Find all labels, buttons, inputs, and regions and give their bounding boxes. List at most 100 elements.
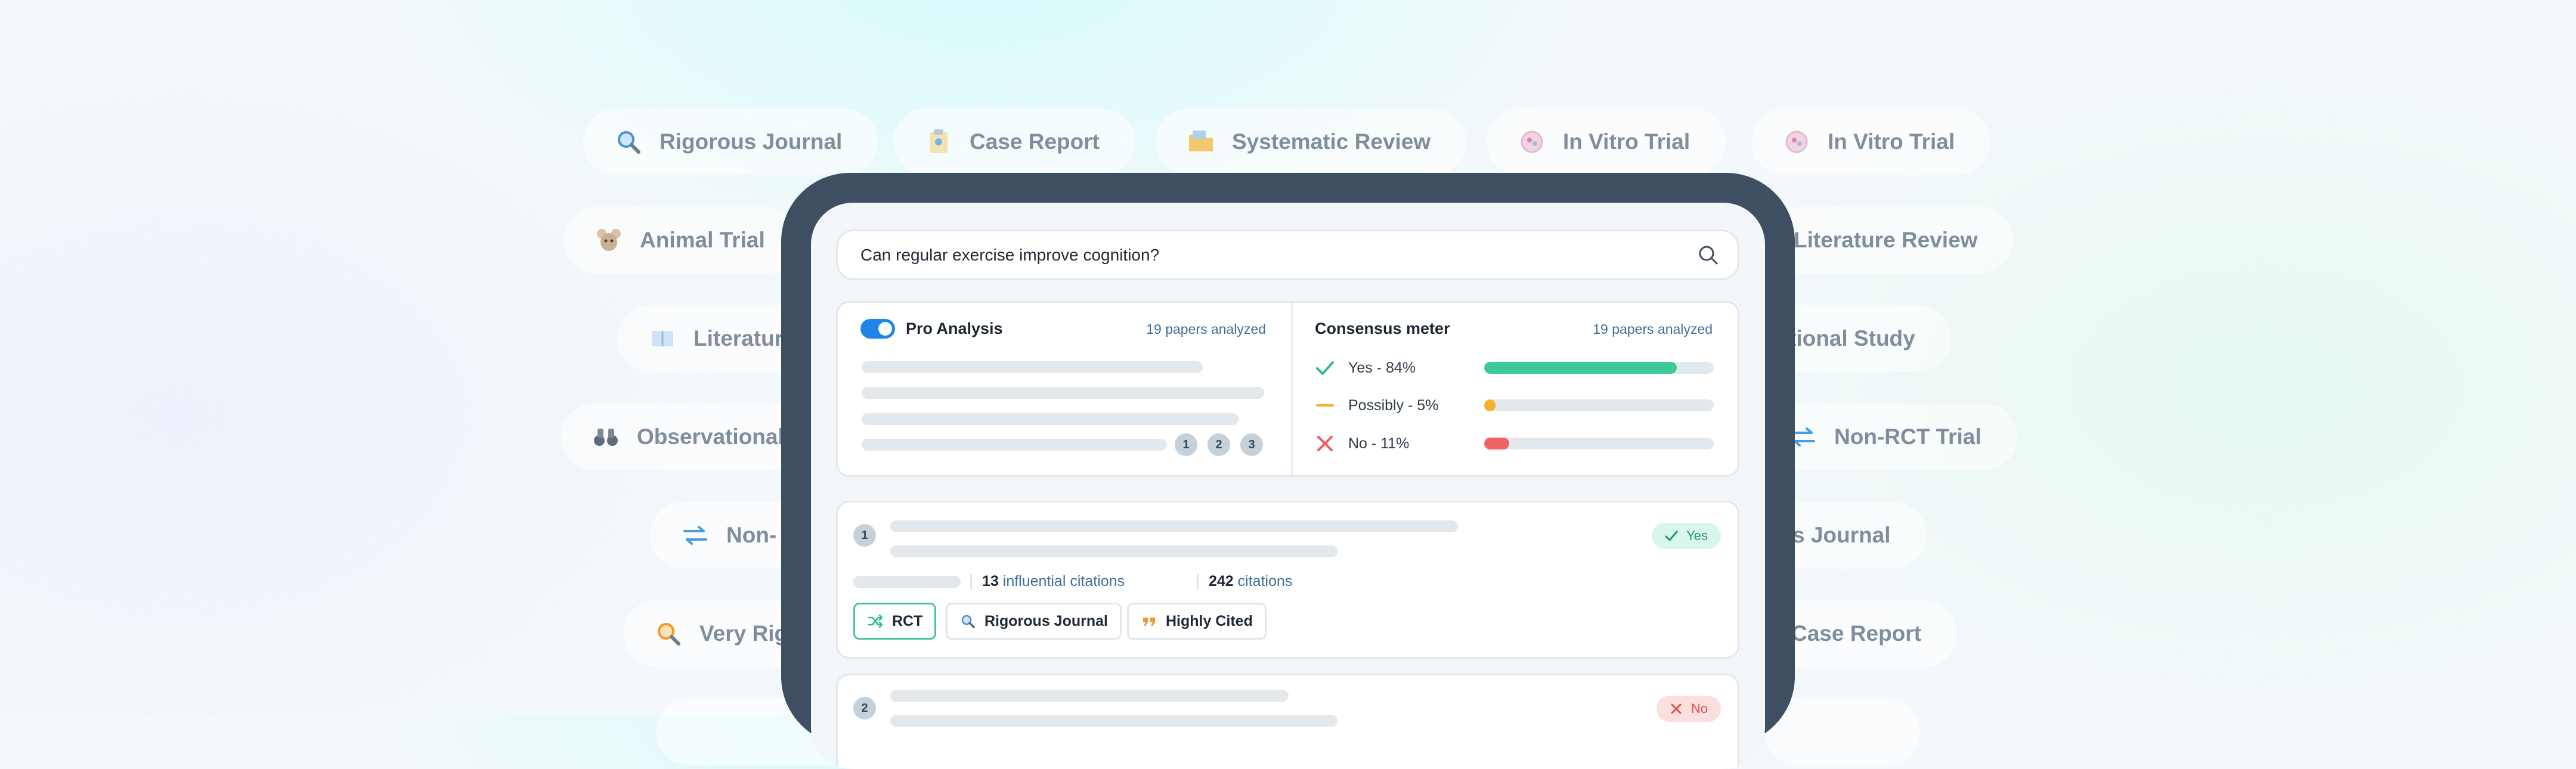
chip-label: Animal Trial — [640, 228, 765, 252]
mouse-icon — [595, 226, 623, 255]
bg-chip-animal-trial: Animal Trial — [564, 207, 801, 274]
skeleton-line — [890, 545, 1337, 557]
bg-chip-case-report-2: Case Report — [1765, 600, 1957, 667]
consensus-label: Yes - 84% — [1348, 359, 1416, 376]
result-index: 1 — [853, 524, 876, 547]
chip-label: In Vitro Trial — [1828, 129, 1955, 154]
binoculars-icon — [592, 423, 620, 451]
chip-label: Non-RCT Trial — [1834, 424, 1981, 449]
consensus-bar — [1484, 362, 1714, 374]
shuffle-icon — [868, 614, 883, 628]
pro-analysis-papers-count: 19 papers analyzed — [1146, 321, 1266, 337]
petri-dish-icon — [1782, 128, 1811, 156]
consensus-row-possibly: Possibly - 5% — [1315, 393, 1714, 417]
citations: 242 citations — [1209, 573, 1292, 590]
consensus-papers-count: 19 papers analyzed — [1593, 321, 1713, 337]
skeleton-line — [862, 361, 1203, 373]
book-icon — [648, 324, 677, 353]
magnifier-icon — [961, 615, 975, 628]
bg-chip-systematic-review: Systematic Review — [1156, 108, 1467, 175]
chip-label: Non- — [726, 523, 777, 547]
check-icon — [1665, 531, 1678, 541]
consensus-bar — [1484, 399, 1714, 411]
divider — [1197, 574, 1199, 590]
magnifier-icon — [614, 128, 643, 156]
search-bar[interactable]: Can regular exercise improve cognition? — [836, 230, 1739, 280]
pro-analysis-toggle[interactable] — [860, 319, 895, 339]
reference-badge-1[interactable]: 1 — [1175, 433, 1197, 456]
influential-count: 13 — [982, 573, 999, 590]
chip-label: Observational — [637, 424, 784, 449]
arrows-icon — [1789, 423, 1818, 451]
chip-label: s Journal — [1792, 523, 1891, 547]
skeleton-line — [890, 520, 1458, 532]
consensus-row-yes: Yes - 84% — [1315, 356, 1714, 380]
pro-analysis-title: Pro Analysis — [906, 320, 1003, 337]
chip-label: Case Report — [970, 129, 1100, 154]
reference-badge-3[interactable]: 3 — [1240, 433, 1263, 456]
result-card[interactable]: 1 Yes 13 influential citations 242 citat… — [836, 501, 1739, 659]
bg-chip-literature-review: Literature Review — [1765, 207, 2014, 274]
skeleton-line — [853, 576, 961, 588]
skeleton-line — [862, 387, 1264, 399]
pro-analysis-section: Pro Analysis 19 papers analyzed 1 2 3 — [838, 303, 1293, 475]
search-icon[interactable] — [1697, 244, 1720, 266]
quote-icon — [1143, 618, 1155, 626]
bg-chip-case-report: Case Report — [893, 108, 1135, 175]
tag-rigorous-journal[interactable]: Rigorous Journal — [946, 603, 1122, 640]
bg-chip-in-vitro-trial: In Vitro Trial — [1487, 108, 1726, 175]
chip-label: Systematic Review — [1232, 129, 1431, 154]
bg-chip-non-rct-trial: Non-RCT Trial — [1765, 404, 2017, 470]
consensus-meter-title: Consensus meter — [1315, 320, 1450, 337]
chip-label: Literature Review — [1794, 228, 1978, 252]
app-screen: Can regular exercise improve cognition? … — [811, 203, 1765, 769]
chip-label: Rigorous Journal — [660, 129, 843, 154]
tag-label: Rigorous Journal — [984, 612, 1108, 630]
result-card[interactable]: 2 No — [836, 674, 1739, 769]
search-input[interactable]: Can regular exercise improve cognition? — [860, 245, 1160, 264]
consensus-label: Possibly - 5% — [1348, 396, 1439, 414]
chip-label: Case Report — [1791, 621, 1921, 646]
skeleton-line — [890, 715, 1337, 727]
bg-chip-observational-study: tional Study — [1765, 305, 1951, 372]
chip-label: Very Rig — [699, 621, 788, 646]
verdict-label: No — [1690, 701, 1708, 716]
tag-rct[interactable]: RCT — [853, 603, 937, 640]
magnifier-icon — [654, 619, 683, 648]
bg-chip-rigorous-journal: Rigorous Journal — [583, 108, 878, 175]
chip-label: Literatur — [693, 326, 784, 351]
folder-icon — [1187, 128, 1215, 156]
influential-label: influential citations — [1002, 573, 1125, 590]
analysis-panel: Pro Analysis 19 papers analyzed 1 2 3 Co… — [836, 301, 1739, 477]
check-icon — [1315, 358, 1335, 378]
reference-badge-2[interactable]: 2 — [1208, 433, 1230, 456]
skeleton-line — [890, 690, 1289, 702]
x-icon — [1315, 433, 1335, 454]
consensus-bar-fill — [1484, 362, 1677, 374]
influential-citations: 13 influential citations — [982, 573, 1125, 590]
citations-count: 242 — [1209, 573, 1234, 590]
consensus-row-no: No - 11% — [1315, 432, 1714, 455]
divider — [970, 574, 972, 590]
consensus-meter-section: Consensus meter 19 papers analyzed Yes -… — [1291, 303, 1738, 475]
bg-chip-partial-2 — [1765, 699, 1920, 765]
verdict-badge-no: No — [1656, 696, 1721, 722]
skeleton-line — [862, 413, 1239, 425]
dash-icon — [1315, 395, 1335, 415]
consensus-bar-fill — [1484, 399, 1496, 411]
consensus-bar — [1484, 438, 1714, 449]
consensus-label: No - 11% — [1348, 435, 1410, 452]
chip-label: tional Study — [1789, 326, 1915, 351]
tag-highly-cited[interactable]: Highly Cited — [1127, 603, 1267, 640]
verdict-badge-yes: Yes — [1652, 523, 1721, 549]
x-icon — [1671, 703, 1682, 714]
skeleton-line — [862, 439, 1167, 451]
verdict-label: Yes — [1686, 528, 1708, 543]
tag-label: Highly Cited — [1166, 612, 1253, 630]
tablet-device-frame: Can regular exercise improve cognition? … — [781, 173, 1795, 769]
citations-label: citations — [1237, 573, 1293, 590]
bg-chip-observational: Observational — [561, 404, 820, 470]
arrows-icon — [681, 521, 710, 550]
tag-label: RCT — [892, 612, 923, 630]
petri-dish-icon — [1518, 128, 1546, 156]
